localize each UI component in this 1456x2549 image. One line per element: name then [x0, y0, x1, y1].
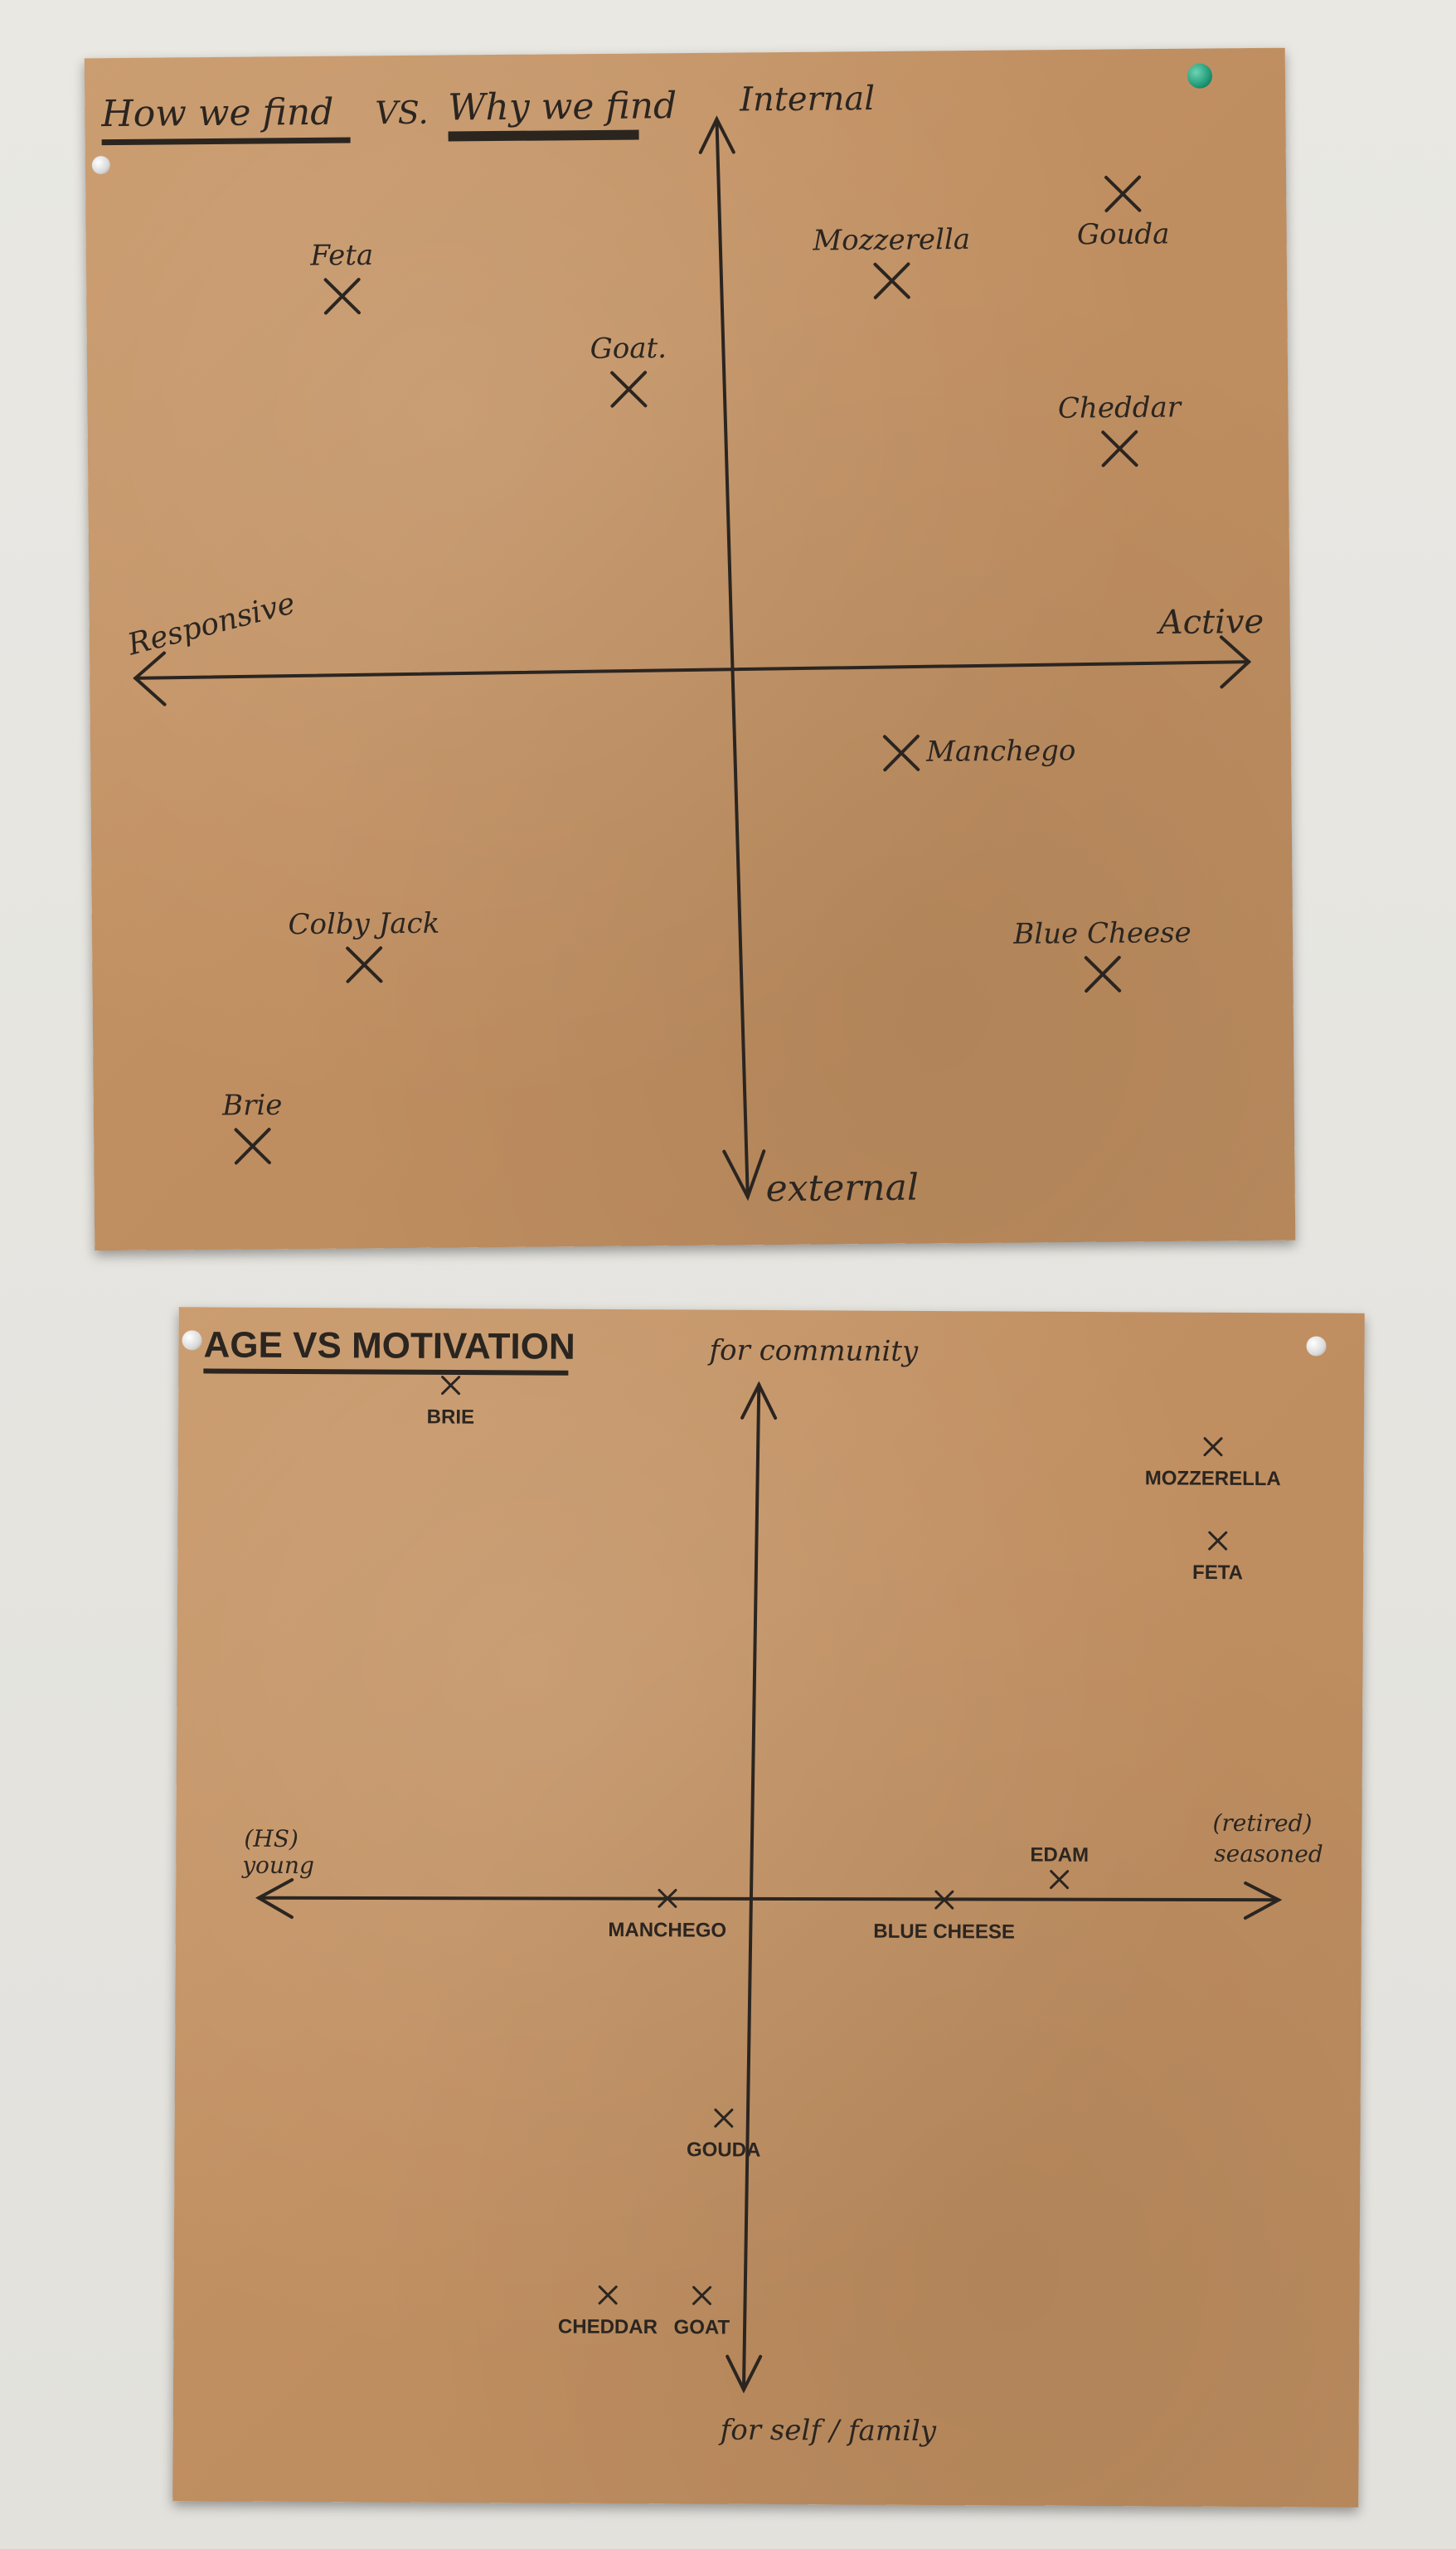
point-label-cheddar: CHEDDAR: [558, 2315, 658, 2338]
point-label-goat: GOAT: [674, 2316, 730, 2338]
point-colby-jack: [346, 946, 383, 983]
point-manchego: [882, 735, 920, 772]
x-axis-right-arrow: [1219, 635, 1252, 689]
x-axis-line: [133, 660, 1251, 680]
title-underline: [203, 1368, 569, 1376]
point-label-brie: BRIE: [427, 1406, 474, 1428]
data-points: Feta Goat. Mozzerella Gouda Cheddar Manchego B…: [221, 175, 1191, 1165]
y-axis-bottom-arrow: [722, 1149, 766, 1202]
point-goat: [610, 371, 648, 408]
title-age-vs-motivation: AGE VS MOTIVATION: [203, 1324, 575, 1367]
y-axis-top-arrow: [698, 115, 735, 154]
point-feta: [1208, 1531, 1228, 1551]
y-axis-line: [715, 117, 750, 1199]
point-label-feta: FETA: [1192, 1561, 1243, 1584]
point-label-colby-jack: Colby Jack: [288, 907, 439, 942]
clear-pushpin-right: [1306, 1336, 1327, 1357]
title-how-we-find: How we find: [100, 91, 333, 135]
axis-label-for-community: for community: [706, 1334, 919, 1368]
point-mozzerella: [873, 262, 910, 299]
point-brie: [441, 1376, 461, 1396]
y-axis-line: [741, 1382, 761, 2391]
point-gouda: [1104, 175, 1142, 212]
axis-label-responsive: Responsive: [124, 586, 298, 663]
point-gouda: [714, 2108, 734, 2128]
x-axis-right-arrow: [1243, 1881, 1283, 1920]
point-goat: [692, 2285, 712, 2305]
point-manchego: [658, 1888, 677, 1908]
point-blue-cheese: [934, 1890, 954, 1910]
clear-pushpin-left: [182, 1330, 202, 1351]
title-underline-right: [448, 129, 639, 142]
x-axis-left-arrow: [133, 651, 167, 706]
quadrant-chart-age-motivation: AGE VS MOTIVATION for community for self…: [203, 1324, 1323, 2448]
poster-how-vs-why: How we find VS. Why we find Internal ext…: [84, 47, 1296, 1251]
title-underline-left: [101, 137, 351, 146]
point-label-brie: Brie: [221, 1089, 283, 1123]
point-label-gouda: GOUDA: [687, 2139, 760, 2161]
green-pushpin: [1187, 63, 1213, 89]
point-label-goat: Goat.: [590, 332, 667, 366]
point-label-cheddar: Cheddar: [1058, 391, 1182, 425]
y-axis-top-arrow: [740, 1381, 778, 1420]
point-label-manchego: MANCHEGO: [608, 1919, 726, 1942]
x-axis-line: [257, 1896, 1281, 1902]
point-label-manchego: Manchego: [925, 734, 1076, 769]
axis-label-internal: Internal: [739, 80, 875, 119]
point-label-gouda: Gouda: [1077, 217, 1170, 251]
axis-label-seasoned: seasoned: [1214, 1840, 1323, 1868]
axis-label-retired: (retired): [1212, 1809, 1312, 1838]
point-cheddar: [1101, 430, 1138, 468]
point-edam: [1050, 1870, 1070, 1890]
point-brie: [234, 1128, 271, 1165]
clear-pushpin: [91, 156, 110, 175]
point-label-edam: EDAM: [1030, 1843, 1089, 1866]
axis-label-for-self-family: for self / family: [718, 2414, 937, 2448]
point-label-blue-cheese: Blue Cheese: [1012, 916, 1191, 951]
point-feta: [323, 278, 361, 315]
data-points: BRIE MOZZERELLA FETA EDAM MANCHEGO BLUE CHEES…: [427, 1376, 1281, 2339]
axis-label-hs: (HS): [244, 1825, 298, 1852]
point-cheddar: [598, 2285, 618, 2305]
axis-label-external: external: [765, 1167, 919, 1211]
poster-age-vs-motivation: AGE VS MOTIVATION for community for self…: [172, 1307, 1365, 2508]
point-label-mozzerella: Mozzerella: [812, 223, 970, 258]
quadrant-chart-how-why: How we find VS. Why we find Internal ext…: [100, 80, 1264, 1211]
point-mozzerella: [1203, 1437, 1223, 1457]
axis-label-active: Active: [1156, 603, 1264, 642]
point-label-mozzerella: MOZZERELLA: [1145, 1467, 1281, 1490]
axes: [255, 1381, 1283, 2394]
title-vs: VS.: [375, 95, 429, 132]
point-label-feta: Feta: [309, 239, 373, 273]
title-why-we-find: Why we find: [448, 85, 677, 129]
x-axis-left-arrow: [255, 1877, 294, 1919]
point-blue-cheese: [1084, 955, 1122, 993]
axis-label-young: young: [240, 1852, 314, 1879]
y-axis-bottom-arrow: [726, 2354, 763, 2394]
point-label-blue-cheese: BLUE CHEESE: [873, 1920, 1015, 1944]
axes: [133, 115, 1252, 1202]
